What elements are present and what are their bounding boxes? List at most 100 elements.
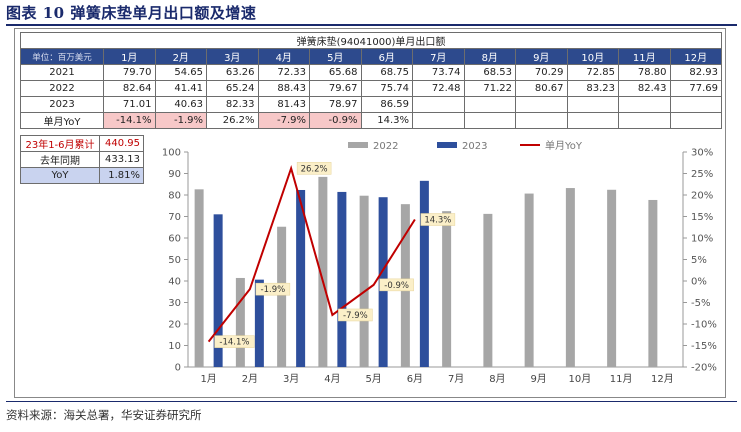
yoy-data-label: -7.9% [343,311,368,321]
left-tick-label: 40 [168,277,181,288]
x-tick-label: 1月 [200,373,216,385]
table-cell [618,112,671,129]
right-tick-label: 5% [691,255,707,266]
legend-label: 单月YoY [545,140,583,152]
x-tick-label: 10月 [569,373,592,385]
yoy-data-label: -0.9% [384,281,409,291]
x-tick-label: 11月 [610,373,633,385]
summary-row: YoY 1.81% [20,167,144,184]
summary-row: 23年1-6月累计 440.95 [20,135,144,152]
legend-swatch-2023 [437,142,457,148]
month-header: 10月 [566,48,619,65]
table-cell [515,112,568,129]
x-tick-label: 2月 [242,373,258,385]
month-header: 5月 [309,48,362,65]
left-tick-label: 30 [168,298,181,309]
table-row: 2021 79.70 54.65 63.26 72.33 65.68 68.75 73.74 6… [20,64,722,81]
x-tick-label: 7月 [448,373,464,385]
summary-row: 去年同期 433.13 [20,151,144,168]
x-tick-label: 4月 [324,373,340,385]
right-tick-label: 20% [691,191,713,202]
table-cell [463,112,516,129]
unit-label: 单位：百万美元 [20,48,104,65]
right-tick-label: -15% [691,341,717,352]
bar-2023 [213,214,223,367]
left-tick-label: 10 [168,341,181,352]
right-tick-label: 0% [691,277,707,288]
left-tick-label: 90 [168,169,181,180]
table-header-row: 单位：百万美元 1月 2月 3月 4月 5月 6月 7月 8月 9月 10月 11月 12月 [20,48,722,65]
row-label: 单月YoY [20,112,104,129]
x-tick-label: 6月 [407,373,423,385]
yoy-data-label: -14.1% [219,338,249,348]
ytd-summary-table: 23年1-6月累计 440.95 去年同期 433.13 YoY 1.81% [20,135,144,184]
x-tick-label: 9月 [530,373,546,385]
yoy-label-box [214,335,255,348]
yoy-label-box [296,162,332,175]
x-tick-label: 12月 [651,373,674,385]
right-tick-label: 15% [691,212,713,223]
yoy-line [207,164,416,343]
yoy-label-box [338,308,373,322]
month-header: 9月 [515,48,568,65]
yoy-label-box [379,278,414,292]
bar-2022 [235,277,245,367]
left-tick-label: 70 [168,212,181,223]
month-header: 12月 [669,48,722,65]
title-divider [6,24,737,26]
right-tick-label: 10% [691,234,713,245]
table-row: 单月YoY -14.1% -1.9% 26.2% -7.9% -0.9% 14.3% [20,112,722,129]
left-tick-label: 50 [168,255,181,266]
source-divider [6,401,737,402]
legend-label: 2023 [462,141,487,152]
bar-2022 [565,188,575,367]
bar-2022 [318,176,328,367]
right-tick-label: 25% [691,169,713,180]
legend-label: 2022 [373,141,398,152]
bar-2022 [524,193,534,367]
table-cell: -1.9% [154,112,207,129]
left-tick-label: 20 [168,320,181,331]
yoy-data-label: -1.9% [261,285,286,295]
table-cell [566,112,619,129]
bar-2022 [359,195,369,367]
bar-2022 [277,226,287,367]
bar-2023 [419,180,429,367]
bar-line-chart: 0 10 20 30 40 50 60 70 80 90 100 -20% -15% -10% -5% 0% 5… [162,140,717,385]
figure-frame [14,28,726,398]
left-tick-label: 80 [168,191,181,202]
right-tick-label: -5% [691,298,710,309]
x-tick-label: 5月 [365,373,381,385]
bar-2022 [607,189,617,367]
bar-2023 [337,191,347,367]
summary-label: YoY [20,167,100,184]
month-header: 2月 [154,48,207,65]
yoy-label-box [255,282,291,296]
right-tick-label: -20% [691,363,717,374]
yoy-data-label: 14.3% [424,216,451,226]
right-tick-label: -10% [691,320,717,331]
export-data-table: 弹簧床垫(94041000)单月出口额 单位：百万美元 1月 2月 3月 4月 5月 6月 7月… [20,32,722,129]
left-tick-label: 0 [175,363,181,374]
month-header: 8月 [463,48,516,65]
table-cell [669,112,722,129]
bar-2022 [194,189,204,367]
source-note: 资料来源：海关总署，华安证券研究所 [6,408,202,422]
left-tick-label: 60 [168,234,181,245]
right-tick-label: 30% [691,148,713,159]
month-header: 3月 [206,48,259,65]
bar-2022 [442,211,452,367]
x-tick-label: 8月 [489,373,505,385]
table-cell: 14.3% [360,112,413,129]
bar-2023 [254,279,264,367]
summary-value: 1.81% [99,167,144,184]
bar-2023 [296,189,306,367]
legend-swatch-2022 [348,142,368,148]
yoy-label-box [420,213,456,226]
bar-2022 [648,199,658,367]
table-cell: -14.1% [103,112,156,129]
month-header: 7月 [412,48,465,65]
bar-2022 [483,213,493,367]
figure-title: 图表 10 弹簧床垫单月出口额及增速 [6,4,257,22]
left-tick-label: 100 [162,148,181,159]
